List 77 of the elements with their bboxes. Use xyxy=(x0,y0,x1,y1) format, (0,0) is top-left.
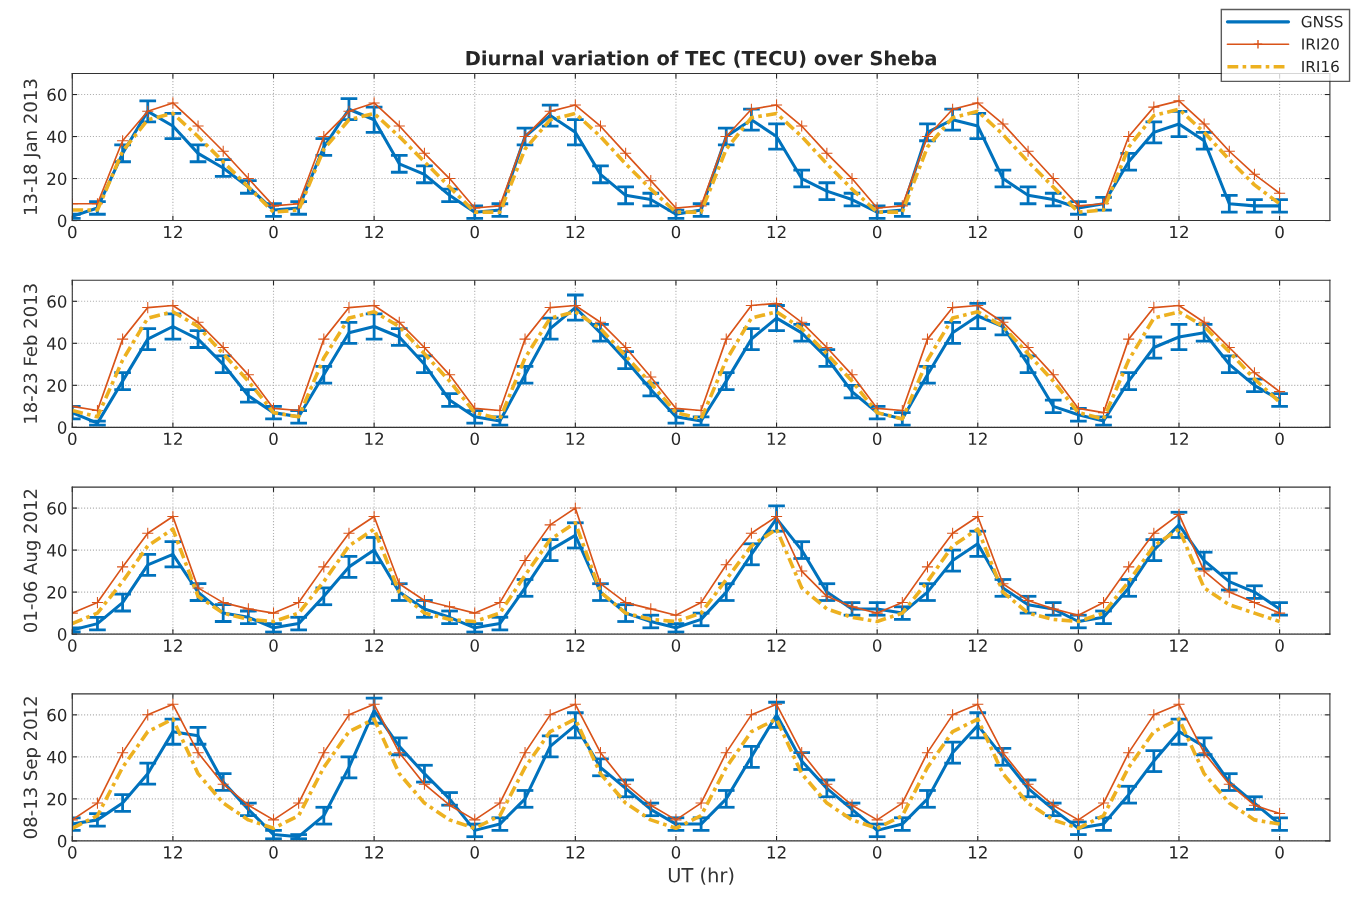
x-tick-label: 0 xyxy=(1074,225,1083,239)
x-tick-label: 12 xyxy=(566,846,585,859)
x-tick-label: 0 xyxy=(269,432,278,446)
x-tick-label: 0 xyxy=(68,225,77,239)
x-tick-label: 12 xyxy=(566,639,585,652)
x-tick-label: 12 xyxy=(365,639,384,652)
y-axis-title: 01-06 Aug 2012 xyxy=(23,489,41,632)
x-tick-label: 0 xyxy=(1275,846,1284,859)
y-axis-title: 13-18 Jan 2013 xyxy=(23,79,41,214)
y-tick-label: 0 xyxy=(57,421,67,434)
y-axis-title: 08-13 Sep 2012 xyxy=(23,697,41,839)
x-tick-label: 0 xyxy=(1074,846,1083,859)
x-tick-label: 0 xyxy=(269,225,278,239)
y-tick-label: 60 xyxy=(47,708,67,722)
x-tick-label: 12 xyxy=(566,432,585,445)
x-tick-label: 12 xyxy=(365,225,384,239)
y-tick-label: 40 xyxy=(47,337,67,350)
legend-label: IRI20 xyxy=(1302,38,1339,50)
chart-title: Diurnal variation of TEC (TECU) over Sheba xyxy=(466,50,936,68)
x-axis-title: UT (hr) xyxy=(668,867,734,885)
x-tick-label: 0 xyxy=(872,846,882,859)
y-tick-label: 0 xyxy=(57,214,67,228)
x-tick-label: 12 xyxy=(1170,432,1188,445)
x-tick-label: 0 xyxy=(1275,225,1284,239)
y-tick-label: 60 xyxy=(47,295,67,308)
x-tick-label: 0 xyxy=(1275,432,1284,446)
x-tick-label: 12 xyxy=(566,225,585,239)
x-tick-label: 12 xyxy=(164,432,182,445)
y-tick-label: 20 xyxy=(47,586,67,599)
x-tick-label: 12 xyxy=(365,432,384,445)
y-tick-label: 0 xyxy=(57,834,67,848)
legend-label: GNSS xyxy=(1301,15,1343,28)
y-tick-label: 40 xyxy=(47,130,67,144)
legend-label: IRI16 xyxy=(1302,60,1339,73)
x-tick-label: 12 xyxy=(767,225,786,239)
x-tick-label: 12 xyxy=(1170,639,1188,652)
y-tick-label: 40 xyxy=(47,750,67,764)
y-tick-label: 20 xyxy=(47,379,67,392)
x-tick-label: 12 xyxy=(365,846,384,859)
x-tick-label: 0 xyxy=(269,846,278,859)
x-tick-label: 0 xyxy=(1074,432,1083,446)
x-tick-label: 12 xyxy=(164,846,182,859)
x-tick-label: 0 xyxy=(872,639,882,652)
y-tick-label: 60 xyxy=(47,502,67,515)
x-tick-label: 12 xyxy=(969,639,987,652)
x-tick-label: 0 xyxy=(470,432,479,446)
x-tick-label: 12 xyxy=(969,225,987,239)
x-tick-label: 0 xyxy=(872,225,882,239)
y-tick-label: 0 xyxy=(57,628,67,641)
x-tick-label: 12 xyxy=(164,639,182,652)
x-tick-label: 0 xyxy=(470,846,479,859)
x-tick-label: 0 xyxy=(470,225,479,239)
x-tick-label: 0 xyxy=(671,639,681,652)
x-tick-label: 0 xyxy=(872,432,882,446)
x-tick-label: 12 xyxy=(969,432,987,445)
x-tick-label: 0 xyxy=(1074,639,1083,652)
x-tick-label: 0 xyxy=(1275,639,1284,652)
x-tick-label: 0 xyxy=(68,432,77,446)
y-tick-label: 20 xyxy=(47,172,67,186)
x-tick-label: 0 xyxy=(671,846,681,859)
x-tick-label: 12 xyxy=(767,846,786,859)
y-axis-title: 18-23 Feb 2013 xyxy=(23,284,38,423)
x-tick-label: 12 xyxy=(767,639,786,652)
x-tick-label: 12 xyxy=(969,846,987,859)
x-tick-label: 0 xyxy=(68,639,77,652)
x-tick-label: 12 xyxy=(164,225,182,239)
x-tick-label: 12 xyxy=(1170,225,1188,239)
x-tick-label: 12 xyxy=(1170,846,1188,859)
x-tick-label: 0 xyxy=(68,846,77,859)
x-tick-label: 0 xyxy=(671,225,681,239)
y-tick-label: 20 xyxy=(47,792,67,806)
y-tick-label: 60 xyxy=(47,88,67,102)
x-tick-label: 0 xyxy=(470,639,479,652)
y-tick-label: 40 xyxy=(47,544,67,557)
x-tick-label: 12 xyxy=(767,432,786,445)
x-tick-label: 0 xyxy=(671,432,681,446)
x-tick-label: 0 xyxy=(269,639,278,652)
